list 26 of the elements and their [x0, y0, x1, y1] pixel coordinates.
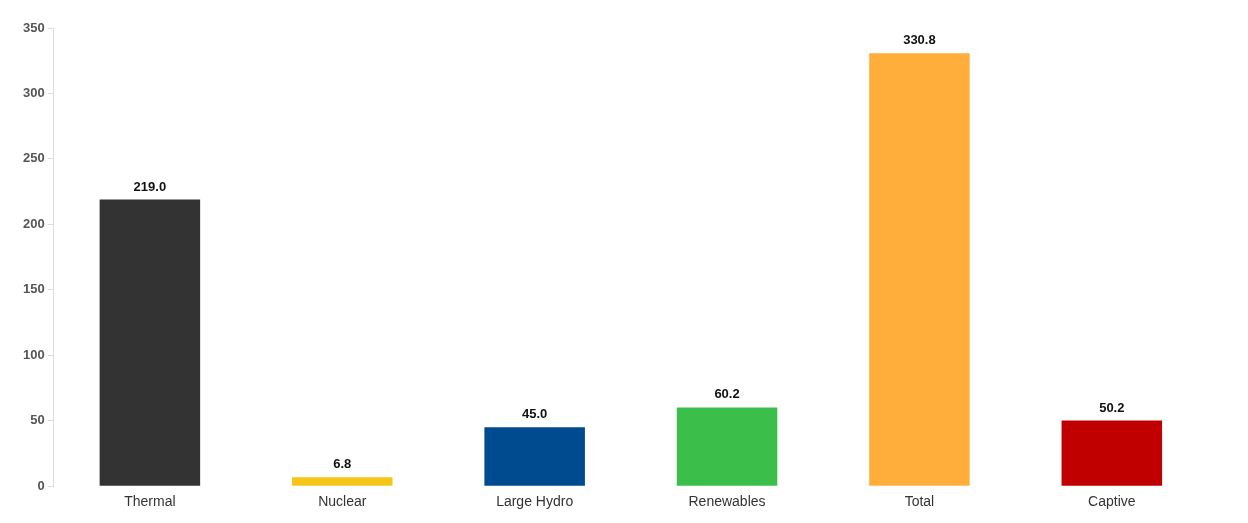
y-tick-label: 250	[22, 150, 45, 166]
y-tick-label: 350	[22, 19, 45, 35]
data-label: 330.8	[903, 32, 936, 48]
data-label: 60.2	[714, 386, 740, 402]
x-tick-label: Large Hydro	[496, 493, 574, 510]
x-tick-label: Renewables	[688, 493, 766, 510]
bar	[292, 477, 393, 486]
bar	[99, 199, 201, 486]
y-tick-label: 150	[22, 281, 45, 297]
y-tick-label: 50	[30, 412, 45, 428]
y-tick-label: 200	[22, 215, 45, 231]
y-tick-label: 300	[22, 85, 45, 101]
bar	[869, 53, 970, 486]
x-tick-label: Total	[904, 493, 935, 510]
bar	[676, 407, 778, 486]
bar	[1061, 420, 1163, 486]
data-label: 6.8	[333, 456, 352, 472]
bar	[484, 427, 585, 486]
y-tick-label: 0	[37, 477, 45, 493]
data-label: 45.0	[522, 406, 548, 422]
y-tick-label: 100	[22, 346, 45, 362]
x-tick-label: Captive	[1088, 493, 1136, 510]
x-tick-label: Nuclear	[318, 493, 367, 510]
data-label: 50.2	[1099, 399, 1125, 415]
x-tick-label: Thermal	[124, 493, 176, 510]
data-label: 219.0	[133, 178, 167, 194]
